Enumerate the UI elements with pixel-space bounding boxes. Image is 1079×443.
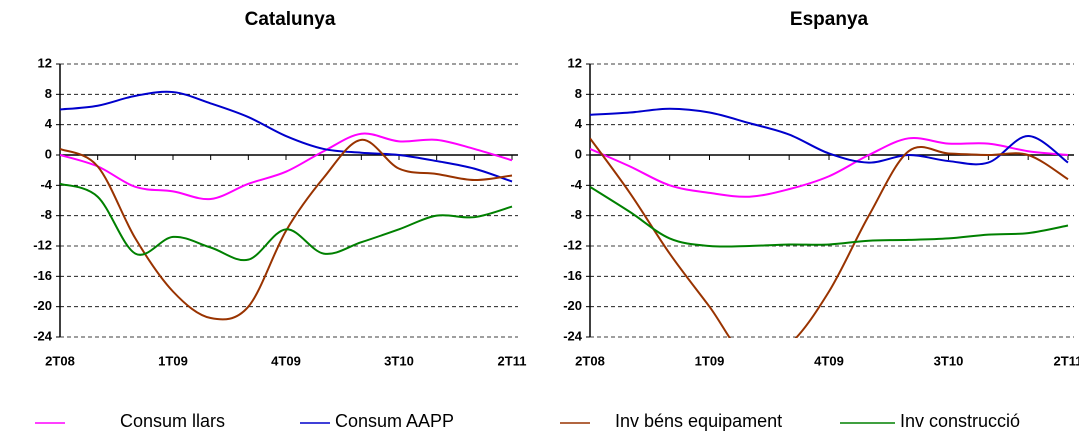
x-tick-label: 2T08 (575, 353, 605, 368)
series-line (590, 136, 1069, 198)
y-tick-label: 0 (45, 146, 52, 161)
y-tick-label: -12 (563, 237, 582, 252)
y-tick-label: -24 (33, 328, 53, 343)
series-line (590, 137, 1069, 338)
y-tick-label: 4 (575, 116, 583, 131)
series-line (60, 132, 513, 201)
y-tick-label: -8 (570, 207, 582, 222)
x-tick-label: 4T09 (814, 353, 844, 368)
series-line (60, 182, 513, 262)
y-tick-label: 4 (45, 116, 53, 131)
series-line (590, 186, 1069, 248)
y-tick-label: -24 (563, 328, 583, 343)
x-tick-label: 4T09 (271, 353, 301, 368)
legend-label: Inv béns equipament (615, 411, 782, 431)
legend-label: Inv construcció (900, 411, 1020, 431)
y-tick-label: -20 (33, 298, 52, 313)
y-tick-label: 0 (575, 146, 582, 161)
x-tick-label: 3T10 (934, 353, 964, 368)
x-tick-label: 2T11 (1054, 353, 1079, 368)
series-line (590, 107, 1069, 166)
chart-title: Catalunya (245, 9, 336, 30)
y-tick-label: -4 (570, 177, 582, 192)
plot-area (60, 90, 513, 321)
y-tick-label: -16 (33, 268, 52, 283)
y-tick-label: -12 (33, 237, 52, 252)
series-line (60, 138, 513, 321)
legend-label: Consum llars (120, 411, 225, 431)
x-tick-label: 3T10 (384, 353, 414, 368)
plot-area (590, 107, 1069, 338)
y-tick-label: 12 (568, 55, 582, 70)
y-tick-label: -16 (563, 268, 582, 283)
y-tick-label: 12 (38, 55, 52, 70)
y-tick-label: -4 (40, 177, 52, 192)
legend-label: Consum AAPP (335, 411, 454, 431)
x-tick-label: 2T11 (498, 353, 527, 368)
x-tick-label: 2T08 (45, 353, 75, 368)
y-tick-label: -8 (40, 207, 52, 222)
y-tick-label: -20 (563, 298, 582, 313)
series-line (60, 90, 513, 183)
y-tick-label: 8 (45, 86, 52, 101)
y-tick-label: 8 (575, 86, 582, 101)
x-tick-label: 1T09 (695, 353, 725, 368)
x-tick-label: 1T09 (158, 353, 188, 368)
chart-title: Espanya (790, 9, 869, 30)
